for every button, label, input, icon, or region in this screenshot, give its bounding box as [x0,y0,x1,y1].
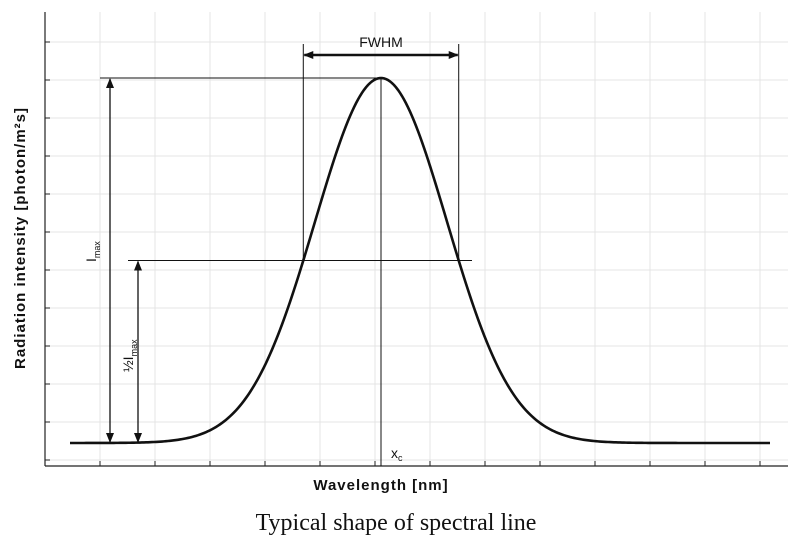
imax-label: Imax [83,241,102,262]
figure-caption: Typical shape of spectral line [256,510,537,536]
x-axis-label: Wavelength [nm] [313,477,448,494]
center-x-label: xc [391,445,403,463]
half-max-sub: max [129,339,139,357]
imax-label-sub: max [92,241,102,259]
y-axis-label: Radiation intensity [photon/m²s] [12,107,29,369]
annotation-guides [100,44,472,466]
axes [44,12,788,467]
half-max-label: ½Imax [120,339,139,372]
center-x-main: x [391,445,398,461]
imax-label-main: I [83,258,99,262]
center-x-sub: c [398,453,403,463]
svg-text:½Imax: ½Imax [120,339,139,372]
grid-lines [45,12,788,466]
half-max-i: I [120,356,136,360]
half-max-fraction: ½ [120,360,136,372]
fwhm-label: FWHM [359,34,403,50]
spectral-line-curve [70,76,770,445]
svg-text:Imax: Imax [83,241,102,262]
